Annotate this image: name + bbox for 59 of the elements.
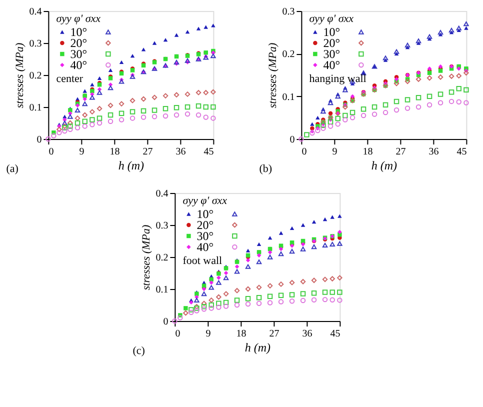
x-tick-label: 9 [206,328,211,340]
x-tick-label: 18 [236,328,246,340]
legend-label: 40° [196,240,214,254]
legend-label: 30° [323,47,340,61]
y-tick-label: 0.1 [156,284,168,296]
text: (b) [259,163,272,175]
y-tick-label: 0.3 [282,6,295,18]
annotation: foot wall [182,255,222,267]
x-tick-label: 9 [332,146,338,158]
legend-label: 30° [70,47,88,61]
x-tick-label: 27 [142,146,153,158]
x-tick-label: 18 [110,146,120,158]
x-axis-title: h (m) [118,158,144,172]
y-tick-label: 0 [163,316,168,328]
y-tick-label: 0.4 [156,188,168,200]
y-axis-title: stresses (MPa) [14,42,26,108]
legend-title: σyy φ' σxx [182,195,228,207]
x-tick-label: 18 [362,146,373,158]
legend-title: σyy φ' σxx [56,13,101,25]
legend-label: 20° [323,36,340,50]
y-tick-label: 0.3 [29,38,42,50]
x-axis-title: h (m) [371,158,398,172]
legend-label: 10° [323,25,340,39]
x-axis-title: h (m) [244,340,271,354]
legend-label: 40° [323,58,340,72]
text: (a) [6,163,19,175]
x-tick-label: 45 [204,146,214,158]
legend-label: 20° [196,218,214,232]
y-axis-title: stresses (MPa) [140,224,153,290]
x-tick-label: 0 [302,146,307,158]
y-tick-label: 0.3 [156,220,168,232]
y-tick-label: 0.1 [29,102,42,114]
legend-label: 40° [70,58,88,72]
x-tick-label: 45 [456,146,467,158]
x-tick-label: 36 [176,146,186,158]
legend-label: 20° [70,36,88,50]
annotation: hanging wall [309,73,366,85]
x-tick-label: 45 [330,328,340,340]
y-tick-label: 0.2 [282,49,295,60]
y-axis-title: stresses (MPa) [267,42,280,108]
y-tick-label: 0.4 [29,6,42,18]
legend-label: 10° [196,207,214,221]
x-tick-label: 36 [302,328,312,340]
x-tick-label: 0 [175,328,180,340]
legend-label: 30° [196,229,214,243]
text: (c) [132,345,146,357]
x-tick-label: 9 [79,146,84,158]
x-tick-label: 27 [269,328,280,340]
legend-title: σyy φ' σxx [309,13,354,25]
annotation: center [56,73,84,85]
y-tick-label: 0 [36,134,42,146]
y-tick-label: 0 [290,134,295,146]
y-tick-label: 0.1 [282,92,295,103]
x-tick-label: 0 [48,146,54,158]
y-tick-label: 0.2 [29,70,42,82]
x-tick-label: 36 [428,146,439,158]
x-tick-label: 27 [396,146,406,158]
legend-label: 10° [70,25,88,39]
y-tick-label: 0.2 [156,252,168,264]
